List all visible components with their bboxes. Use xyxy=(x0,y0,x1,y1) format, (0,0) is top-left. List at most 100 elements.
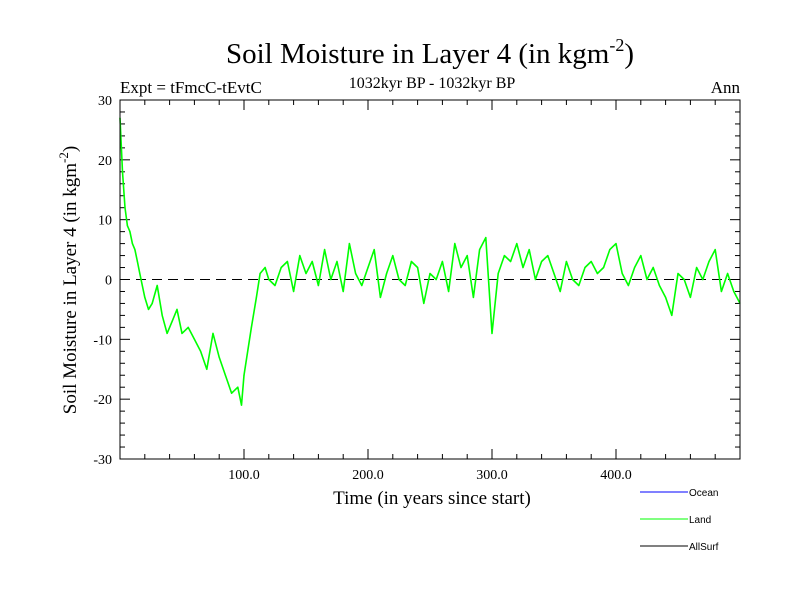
series-point-land xyxy=(497,272,499,275)
series-point-land xyxy=(166,332,168,334)
x-tick-label: 200.0 xyxy=(352,468,384,483)
y-tick-label: -10 xyxy=(93,333,112,348)
series-point-land xyxy=(176,308,178,310)
series-point-land xyxy=(224,374,226,376)
series-point-land xyxy=(708,260,710,263)
series-point-land xyxy=(627,284,630,287)
series-point-land xyxy=(286,260,288,263)
series-point-land xyxy=(491,332,493,334)
series-point-land xyxy=(218,356,220,358)
series-point-land xyxy=(240,404,243,406)
series-point-land xyxy=(435,278,437,281)
series-point-land xyxy=(311,260,313,263)
series-point-land xyxy=(466,255,468,257)
series-point-land xyxy=(171,320,173,322)
series-point-land xyxy=(454,243,456,245)
series-point-land xyxy=(615,243,617,245)
series-point-land xyxy=(330,278,332,281)
series-point-land xyxy=(134,249,136,251)
series-point-land xyxy=(596,272,599,275)
series-point-land xyxy=(640,255,642,257)
series-point-land xyxy=(584,266,586,269)
series-point-land xyxy=(151,302,153,304)
series-point-land xyxy=(139,272,141,275)
series-point-land xyxy=(441,260,443,263)
series-point-land xyxy=(348,243,350,245)
series-point-land xyxy=(124,207,126,209)
series-point-land xyxy=(392,255,394,257)
series-point-land xyxy=(342,290,344,293)
series-point-land xyxy=(147,308,150,310)
y-tick-label: 20 xyxy=(98,154,112,169)
series-point-land xyxy=(572,278,574,281)
series-point-land xyxy=(485,237,487,239)
series-point-land xyxy=(503,255,505,257)
series-point-land xyxy=(733,290,735,293)
series-point-land xyxy=(200,350,202,352)
y-tick-label: -20 xyxy=(93,393,112,408)
series-point-land xyxy=(144,296,146,298)
series-point-land xyxy=(206,368,208,370)
series-point-land xyxy=(121,171,124,173)
series-point-land xyxy=(565,260,568,263)
series-point-land xyxy=(136,260,138,263)
series-point-land xyxy=(181,332,183,334)
series-point-land xyxy=(193,338,195,340)
series-point-land xyxy=(671,314,673,316)
series-point-land xyxy=(237,386,239,388)
series-point-land xyxy=(324,249,326,251)
series-point-land xyxy=(727,272,729,275)
series-point-land xyxy=(410,260,412,263)
series-point-land xyxy=(665,296,667,298)
series-point-land xyxy=(264,266,266,269)
series-point-land xyxy=(646,278,648,281)
series-point-land xyxy=(578,284,580,287)
series-point-land xyxy=(423,302,425,304)
series-point-land xyxy=(590,260,592,263)
series-point-land xyxy=(386,272,388,275)
series-point-land xyxy=(559,290,561,293)
series-point-land xyxy=(522,266,524,269)
series-point-land xyxy=(336,260,338,263)
series-point-land xyxy=(541,260,543,263)
series-point-land xyxy=(141,284,143,287)
series-point-land xyxy=(317,284,319,287)
y-tick-label: 30 xyxy=(98,94,112,109)
series-point-land xyxy=(516,243,518,245)
y-tick-label: 0 xyxy=(105,274,112,289)
series-point-land xyxy=(479,249,481,251)
series-point-land xyxy=(293,290,295,293)
legend-label-land: Land xyxy=(689,515,711,526)
x-axis-label: Time (in years since start) xyxy=(333,488,531,509)
series-point-land xyxy=(280,266,282,269)
series-point-land xyxy=(379,296,381,298)
series-point-land xyxy=(702,278,704,281)
plot-frame xyxy=(119,99,741,460)
series-point-land xyxy=(231,392,233,394)
series-point-land xyxy=(274,284,276,287)
x-tick-label: 400.0 xyxy=(600,468,632,483)
series-point-land xyxy=(404,284,406,287)
y-axis-label-sup: -2 xyxy=(56,152,71,163)
y-axis-label: Soil Moisture in Layer 4 (in kgm-2) xyxy=(56,146,81,414)
series-point-land xyxy=(367,266,369,269)
series-point-land xyxy=(553,272,555,275)
series-point-land xyxy=(373,249,375,251)
subtitle-left: Expt = tFmcC-tEvtC xyxy=(120,78,262,97)
series-point-land xyxy=(683,278,685,281)
series-point-land xyxy=(250,326,252,328)
series-point-land xyxy=(634,266,636,269)
series-point-land xyxy=(355,272,357,275)
chart-title-close: ) xyxy=(624,38,634,70)
series-point-land xyxy=(528,249,530,251)
series-point-land xyxy=(255,296,257,298)
series-point-land xyxy=(652,266,654,269)
series-point-land xyxy=(720,290,723,293)
x-tick-label: 100.0 xyxy=(228,468,260,483)
series-point-land xyxy=(126,225,128,227)
series-point-land xyxy=(259,272,261,275)
series-point-land xyxy=(621,272,623,275)
series-point-land xyxy=(677,272,679,275)
series-point-land xyxy=(212,332,214,334)
series-point-land xyxy=(547,255,549,257)
